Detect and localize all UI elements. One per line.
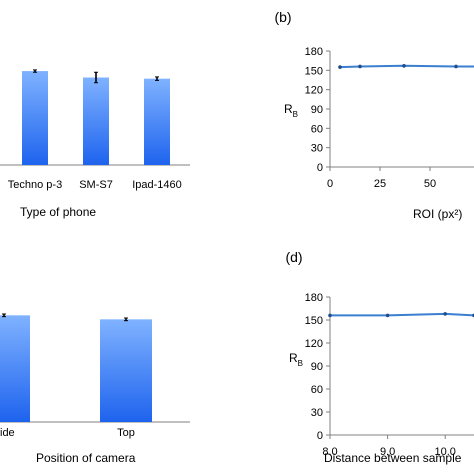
panel-d-x-ticks: 8.0 9.0 10.0 xyxy=(322,435,456,458)
point-b-2 xyxy=(402,64,406,68)
panel-b-x-axis-label: ROI (px²) xyxy=(413,207,462,221)
tick-label-a-1: SM-S7 xyxy=(79,179,113,191)
y-tick-label-b-1: 30 xyxy=(311,143,323,155)
panel-c-tick-labels: ide Top xyxy=(0,427,135,439)
panel-d-x-axis-label: Distance between sample xyxy=(324,451,462,465)
panel-d-y-axis-label: RB xyxy=(289,351,303,368)
point-d-2 xyxy=(443,312,448,316)
bar-a-0 xyxy=(22,71,48,165)
panel-a-tick-labels: Techno p-3 SM-S7 Ipad-1460 xyxy=(8,179,182,191)
point-b-0 xyxy=(338,65,342,69)
panel-d: (d) 0 30 60 90 120 150 180 8.0 9.0 10.0 RB Dista… xyxy=(285,249,474,465)
panel-b-y-axis-label-main: R xyxy=(284,102,293,116)
point-b-3 xyxy=(454,64,458,69)
bar-a-2 xyxy=(144,78,170,165)
panel-d-y-axis-label-main: R xyxy=(289,351,298,365)
series-line-d xyxy=(330,312,474,317)
panel-a: Techno p-3 SM-S7 Ipad-1460 Type of phone xyxy=(0,69,190,219)
y-tick-label-d-4: 120 xyxy=(305,338,323,350)
panel-c: ide Top Position of camera xyxy=(0,313,190,465)
y-tick-label-b-5: 150 xyxy=(305,65,323,77)
bar-c-0 xyxy=(0,315,30,422)
panel-d-series xyxy=(328,312,474,318)
panel-b-x-ticks: 0255075 xyxy=(327,167,474,190)
panel-b-label: (b) xyxy=(274,9,291,25)
y-tick-label-b-3: 90 xyxy=(311,104,323,116)
point-d-1 xyxy=(385,313,390,318)
x-tick-label-d-1: 9.0 xyxy=(380,446,395,458)
tick-label-a-0: Techno p-3 xyxy=(8,179,62,191)
y-tick-label-b-6: 180 xyxy=(305,46,323,58)
x-tick-label-b-2: 50 xyxy=(424,178,436,190)
x-tick-label-b-1: 25 xyxy=(374,178,386,190)
panel-c-x-axis-label: Position of camera xyxy=(36,451,136,465)
x-tick-label-d-0: 8.0 xyxy=(322,446,337,458)
tick-label-a-2: Ipad-1460 xyxy=(132,179,182,191)
point-d-0 xyxy=(328,313,332,318)
y-tick-label-d-1: 30 xyxy=(311,407,323,419)
panel-c-bars xyxy=(0,313,152,422)
panel-b-series xyxy=(338,64,474,69)
point-b-1 xyxy=(358,64,362,69)
panel-d-y-ticks: 0 30 60 90 120 150 180 xyxy=(305,292,330,442)
panel-d-label: (d) xyxy=(285,249,302,265)
panel-b-y-axis-label-sub: B xyxy=(293,110,298,119)
y-tick-label-d-0: 0 xyxy=(317,430,323,442)
panel-a-bars xyxy=(22,69,170,165)
tick-label-c-1: Top xyxy=(117,427,135,439)
y-tick-label-d-2: 60 xyxy=(311,384,323,396)
y-tick-label-d-3: 90 xyxy=(311,361,323,373)
bar-a-1 xyxy=(83,77,109,165)
y-tick-label-d-5: 150 xyxy=(305,315,323,327)
y-tick-label-b-0: 0 xyxy=(317,162,323,174)
panel-b-y-axis-label: RB xyxy=(284,102,298,119)
x-tick-label-d-2: 10.0 xyxy=(434,446,455,458)
panel-d-y-axis-label-sub: B xyxy=(298,359,303,368)
y-tick-label-d-6: 180 xyxy=(305,292,323,304)
panel-b-y-ticks: 0 30 60 90 120 150 180 xyxy=(305,46,330,174)
x-tick-label-b-0: 0 xyxy=(327,178,333,190)
bar-c-1 xyxy=(100,319,152,422)
panel-a-x-axis-label: Type of phone xyxy=(20,205,96,219)
y-tick-label-b-4: 120 xyxy=(305,85,323,97)
tick-label-c-0: ide xyxy=(0,427,15,439)
y-tick-label-b-2: 60 xyxy=(311,123,323,135)
